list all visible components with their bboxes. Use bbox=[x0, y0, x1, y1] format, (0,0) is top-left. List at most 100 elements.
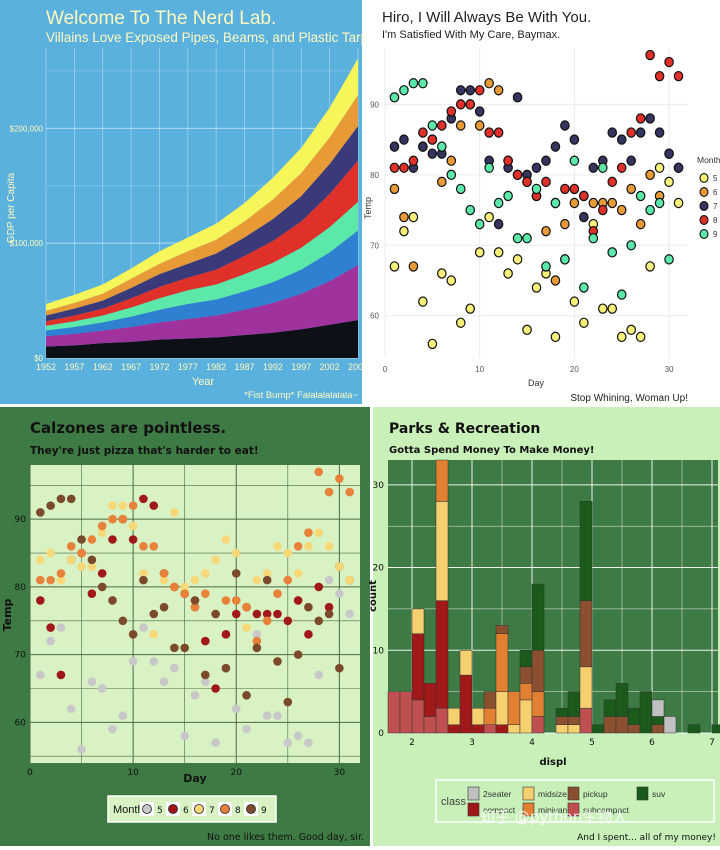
point-month-7 bbox=[36, 555, 45, 565]
point-month-6 bbox=[626, 183, 636, 195]
point-month-8 bbox=[408, 155, 419, 166]
point-month-7 bbox=[645, 113, 655, 124]
point-month-6 bbox=[262, 609, 272, 619]
bar-suv bbox=[615, 683, 629, 717]
point-month-8 bbox=[139, 541, 148, 551]
bar-minivan bbox=[531, 691, 545, 717]
bar-subcompact bbox=[423, 716, 437, 734]
point-month-5 bbox=[170, 663, 179, 673]
point-month-9 bbox=[437, 141, 447, 152]
point-month-7 bbox=[465, 85, 476, 96]
point-month-6 bbox=[607, 197, 618, 209]
bar-suv bbox=[579, 501, 593, 601]
bar-midsize bbox=[471, 707, 485, 725]
point-month-5 bbox=[231, 704, 241, 714]
point-month-5 bbox=[180, 731, 189, 741]
point-month-7 bbox=[673, 162, 684, 173]
point-month-7 bbox=[231, 548, 241, 558]
panel2-legend-key bbox=[699, 187, 709, 197]
panel2-subtitle: I'm Satisfied With My Care, Baymax. bbox=[382, 29, 560, 41]
panel-nerd-lab: 1952 1957 1962 1967 1972 1977 1982 1987 1992 1997… bbox=[0, 0, 379, 404]
point-month-8 bbox=[512, 169, 523, 181]
point-month-9 bbox=[399, 85, 409, 96]
point-month-7 bbox=[180, 582, 189, 592]
point-month-5 bbox=[304, 738, 313, 747]
point-month-5 bbox=[66, 704, 76, 714]
point-month-9 bbox=[293, 650, 303, 659]
panel2-legend-label: 7 bbox=[713, 202, 718, 211]
panel4-ytick: 10 bbox=[373, 646, 385, 656]
point-month-9 bbox=[512, 233, 523, 244]
point-month-7 bbox=[324, 541, 334, 551]
panel4-legend-key bbox=[522, 802, 535, 817]
panel4-ytick: 30 bbox=[373, 481, 385, 491]
panel1-xtick: 1977 bbox=[178, 362, 198, 372]
point-month-8 bbox=[36, 575, 45, 585]
point-month-5 bbox=[626, 324, 636, 336]
point-month-6 bbox=[399, 211, 409, 223]
point-month-8 bbox=[159, 569, 169, 578]
panel3-ytick: 70 bbox=[15, 651, 27, 661]
bar-suv bbox=[555, 707, 569, 717]
point-month-9 bbox=[503, 190, 513, 202]
point-month-6 bbox=[455, 120, 466, 131]
panel3-legend-label: 7 bbox=[209, 806, 215, 816]
panel2-xtick: 10 bbox=[475, 365, 484, 374]
point-month-5 bbox=[399, 225, 409, 237]
point-month-9 bbox=[654, 197, 665, 209]
panel2-ytick: 70 bbox=[370, 241, 379, 250]
point-month-9 bbox=[324, 609, 334, 619]
point-month-8 bbox=[455, 99, 466, 110]
point-month-7 bbox=[541, 155, 551, 166]
panel3-legend-label: 9 bbox=[261, 806, 267, 816]
point-month-5 bbox=[446, 275, 457, 286]
panel-baymax: 0 10 20 30 60 70 80 90 Hiro, I Will Always Be … bbox=[363, 0, 720, 404]
panel1-ytick: $100,000 bbox=[10, 239, 44, 248]
point-month-9 bbox=[159, 602, 169, 612]
point-month-7 bbox=[293, 569, 303, 578]
point-month-6 bbox=[550, 275, 561, 286]
panel2-xlabel: Day bbox=[528, 378, 545, 388]
point-month-6 bbox=[283, 616, 293, 626]
point-month-6 bbox=[616, 204, 627, 216]
point-month-8 bbox=[273, 589, 282, 598]
bar-midsize bbox=[555, 724, 569, 734]
point-month-9 bbox=[389, 92, 400, 103]
panel4-xtick: 3 bbox=[469, 738, 475, 748]
panel4-legend-label: pickup bbox=[583, 789, 608, 799]
point-month-5 bbox=[484, 211, 494, 223]
panel1-xtick: 1962 bbox=[93, 362, 113, 372]
point-month-5 bbox=[242, 724, 251, 734]
point-month-6 bbox=[87, 589, 97, 598]
panel4-legend-key bbox=[567, 802, 580, 817]
panel4-legend-label: midsize bbox=[538, 789, 567, 799]
point-month-5 bbox=[503, 268, 513, 279]
bar-midsize bbox=[495, 691, 509, 725]
point-month-5 bbox=[616, 331, 627, 343]
bar-midsize bbox=[507, 724, 521, 734]
point-month-7 bbox=[118, 501, 128, 510]
point-month-8 bbox=[635, 113, 646, 124]
panel4-title: Parks & Recreation bbox=[389, 421, 540, 437]
point-month-8 bbox=[170, 582, 179, 592]
point-month-9 bbox=[221, 663, 231, 673]
point-month-7 bbox=[607, 127, 618, 138]
point-month-8 bbox=[314, 467, 324, 477]
point-month-5 bbox=[654, 162, 665, 173]
bar-minivan bbox=[519, 683, 533, 701]
bar-minivan bbox=[435, 459, 449, 502]
point-month-9 bbox=[56, 494, 66, 504]
panel3-ylabel: Temp bbox=[1, 598, 14, 631]
point-month-9 bbox=[66, 494, 76, 504]
panel3-legend-key bbox=[220, 804, 230, 814]
point-month-8 bbox=[180, 589, 189, 598]
bar-minivan bbox=[495, 633, 509, 692]
point-month-7 bbox=[493, 218, 504, 230]
panel3-subtitle: They're just pizza that's harder to eat! bbox=[30, 445, 259, 457]
point-month-6 bbox=[139, 494, 148, 504]
panel1-xtick: 2002 bbox=[320, 362, 340, 372]
panel4-xtick: 6 bbox=[649, 738, 655, 748]
bar-pickup bbox=[651, 724, 665, 734]
point-month-9 bbox=[190, 596, 200, 605]
point-month-5 bbox=[97, 684, 107, 693]
